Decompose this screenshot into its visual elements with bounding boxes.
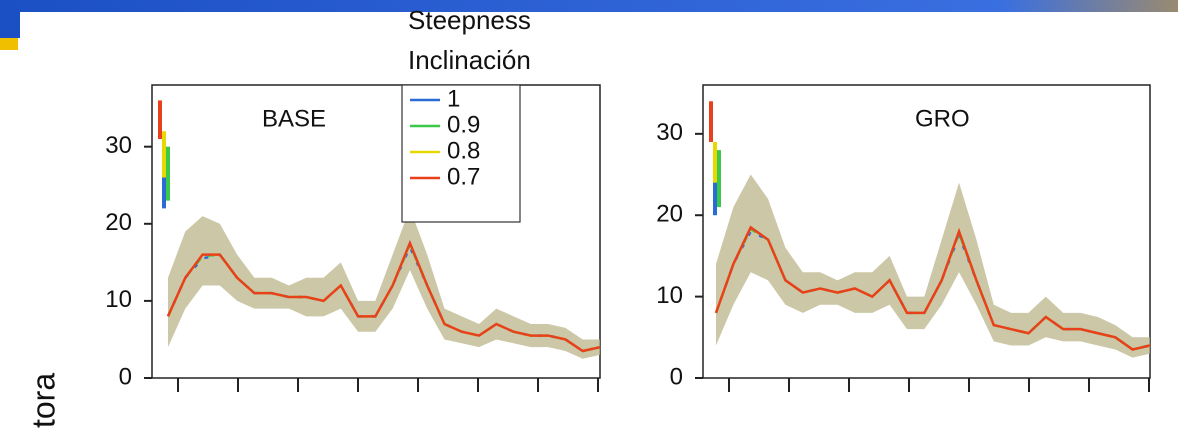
panel-title: BASE [262, 105, 326, 132]
uncertainty-band [168, 208, 600, 359]
panel-title: GRO [915, 105, 970, 132]
plot-frame [702, 84, 1151, 379]
legend-label: 0.9 [447, 111, 480, 138]
top-banner [0, 0, 1178, 12]
y-tick-label: 30 [656, 119, 683, 146]
banner-block [0, 12, 20, 38]
legend-title: Steepness [408, 5, 531, 35]
y-tick-label: 10 [656, 282, 683, 309]
y-tick-label: 30 [105, 132, 132, 159]
series-line [166, 239, 601, 353]
y-tick-label: 0 [119, 363, 132, 390]
legend-label: 1 [447, 85, 460, 112]
y-tick-label: 10 [105, 286, 132, 313]
series-line [714, 225, 1151, 351]
legend-label: 0.7 [447, 163, 480, 190]
legend-label: 0.8 [447, 137, 480, 164]
uncertainty-band [716, 174, 1150, 358]
banner-accent [0, 38, 18, 50]
y-tick-label: 20 [656, 201, 683, 228]
y-tick-label: 20 [105, 209, 132, 236]
legend-box [401, 84, 521, 223]
plot-frame [151, 84, 601, 379]
side-label: tora [25, 373, 61, 428]
y-tick-label: 0 [670, 363, 683, 390]
legend-title: Inclinación [408, 45, 531, 75]
